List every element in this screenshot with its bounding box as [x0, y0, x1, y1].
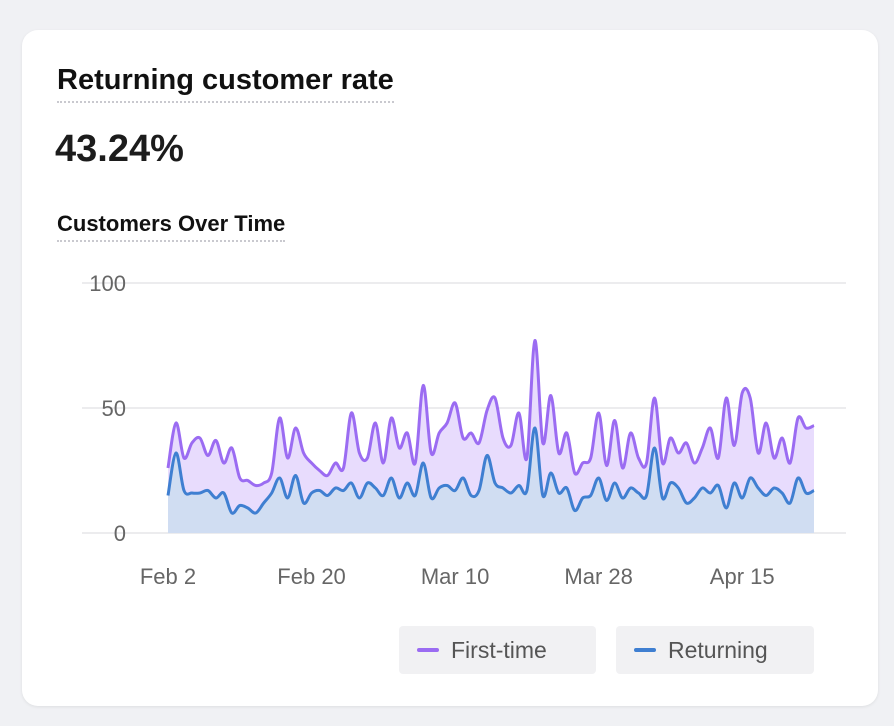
legend-returning-label: Returning: [668, 636, 768, 663]
returning-customer-rate-card: Returning customer rate 43.24% Customers…: [22, 30, 878, 706]
y-tick-label-50: 50: [102, 396, 126, 421]
chart-title[interactable]: Customers Over Time: [57, 211, 286, 242]
metric-value: 43.24%: [55, 128, 184, 170]
x-tick-label: Feb 2: [140, 564, 196, 589]
customers-over-time-chart[interactable]: 0 50 100 Feb 2 Feb 20 Mar 10 Mar 28 Apr 15: [22, 30, 878, 706]
first-time-swatch: [417, 648, 439, 652]
y-tick-label-100: 100: [89, 271, 126, 296]
card-title[interactable]: Returning customer rate: [57, 64, 394, 103]
legend-item-first-time[interactable]: First-time: [399, 626, 596, 674]
legend-item-returning[interactable]: Returning: [616, 626, 814, 674]
returning-swatch: [634, 648, 656, 652]
returning-series-line[interactable]: [166, 426, 815, 515]
x-tick-label: Mar 10: [421, 564, 489, 589]
tick-layer: 0 50 100 Feb 2 Feb 20 Mar 10 Mar 28 Apr 15: [89, 271, 774, 589]
legend-first-time-label: First-time: [451, 636, 547, 663]
first-time-series-line[interactable]: [166, 338, 815, 488]
y-tick-label-0: 0: [114, 521, 126, 546]
x-tick-label: Apr 15: [710, 564, 775, 589]
x-tick-label: Mar 28: [564, 564, 632, 589]
area-layer: [166, 338, 815, 533]
x-tick-label: Feb 20: [277, 564, 346, 589]
